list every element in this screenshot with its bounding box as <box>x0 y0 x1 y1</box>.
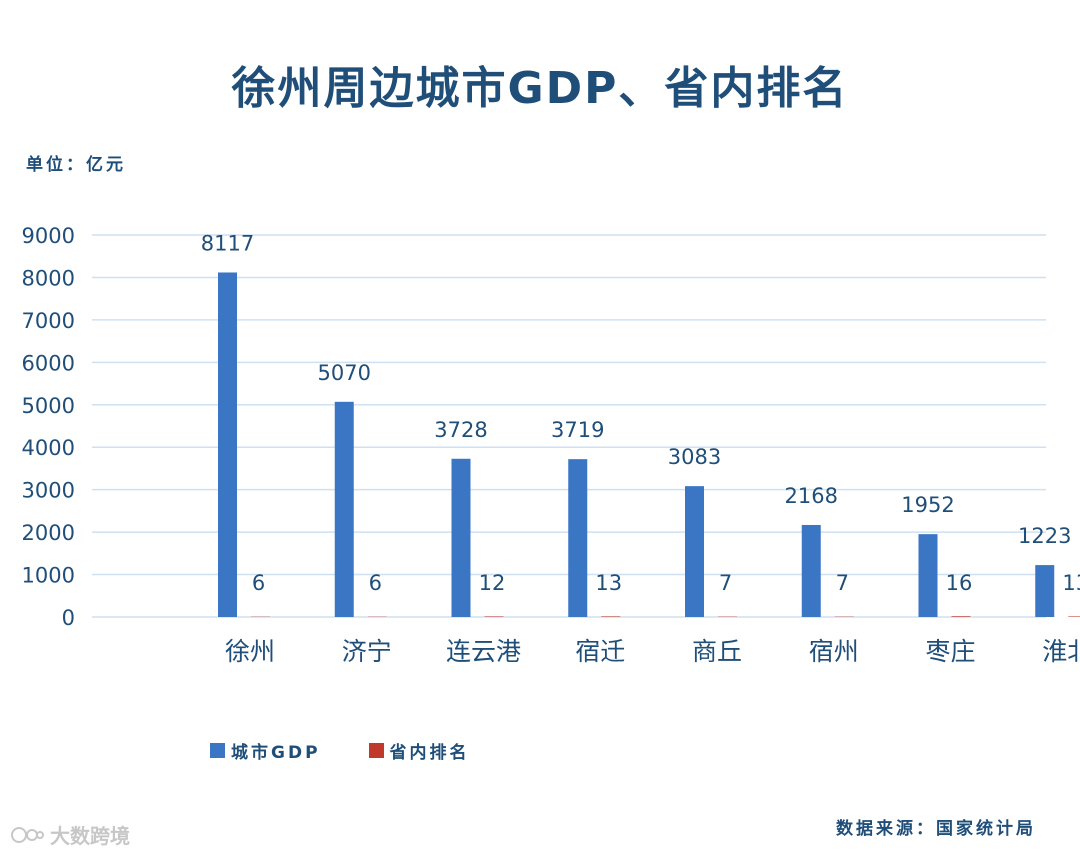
legend-label-rank: 省内排名 <box>389 742 470 763</box>
x-tick-label: 宿迁 <box>575 637 625 666</box>
y-tick-label: 7000 <box>22 309 75 333</box>
y-tick-label: 2000 <box>22 521 75 545</box>
gdp-data-label: 3083 <box>668 445 721 469</box>
gdp-bar <box>918 534 938 617</box>
legend-swatch-gdp <box>210 742 225 758</box>
gdp-bar <box>334 401 354 617</box>
watermark-text: 大数跨境 <box>50 824 130 848</box>
rank-data-label: 7 <box>836 571 849 595</box>
gdp-bar <box>218 272 237 617</box>
legend-item-gdp: 城市GDP <box>210 738 321 763</box>
legend-swatch-rank <box>368 742 384 758</box>
x-tick-label: 枣庄 <box>925 637 975 666</box>
legend: 城市GDP 省内排名 <box>210 738 470 763</box>
bar-chart: 0 1000 2000 3000 4000 5000 6000 7000 8000 9000 811… <box>22 224 1080 666</box>
gdp-bar <box>801 524 821 617</box>
rank-data-label: 6 <box>252 571 265 595</box>
gdp-bar <box>568 459 588 617</box>
watermark: 大数跨境 <box>10 820 130 849</box>
x-tick-label: 徐州 <box>225 637 275 666</box>
gdp-data-label: 2168 <box>785 484 838 508</box>
rank-data-label: 12 <box>479 571 506 595</box>
gdp-data-label: 1952 <box>901 493 954 517</box>
gdp-data-label: 8117 <box>201 231 254 255</box>
gdp-bar <box>1035 565 1055 617</box>
y-tick-label: 8000 <box>22 266 75 290</box>
rank-bar <box>1068 616 1080 617</box>
rank-bar <box>601 616 621 617</box>
y-tick-label: 3000 <box>22 479 75 503</box>
watermark-logo-icon <box>11 826 44 843</box>
gdp-data-label: 3719 <box>551 418 604 442</box>
gdp-bar <box>451 458 471 617</box>
y-tick-label: 9000 <box>22 224 75 248</box>
legend-label-gdp: 城市GDP <box>231 742 321 763</box>
y-tick-label: 5000 <box>22 394 75 418</box>
gdp-data-label: 1223 <box>1018 524 1071 548</box>
rank-data-label: 7 <box>719 571 732 595</box>
source-label: 数据来源：国家统计局 <box>836 819 1036 839</box>
gdp-bar <box>685 486 704 617</box>
y-tick-label: 4000 <box>22 436 75 460</box>
rank-data-label: 6 <box>369 571 382 595</box>
rank-data-label: 13 <box>1062 571 1080 595</box>
rank-bar <box>951 616 971 617</box>
y-tick-label: 0 <box>62 606 75 630</box>
x-tick-label: 连云港 <box>446 637 521 666</box>
y-tick-label: 1000 <box>22 564 75 588</box>
gdp-data-label: 3728 <box>434 418 487 442</box>
x-tick-label: 商丘 <box>692 637 742 666</box>
legend-item-rank: 省内排名 <box>368 738 470 763</box>
rank-data-label: 16 <box>946 571 973 595</box>
gdp-data-label: 5070 <box>318 361 371 385</box>
x-tick-label: 济宁 <box>342 637 392 666</box>
x-tick-label: 淮北 <box>1042 637 1080 666</box>
rank-bar <box>484 616 504 617</box>
rank-data-label: 13 <box>595 571 622 595</box>
unit-label: 单位：亿元 <box>26 155 126 175</box>
y-tick-label: 6000 <box>22 351 75 375</box>
x-tick-label: 宿州 <box>809 637 859 666</box>
chart-title: 徐州周边城市GDP、省内排名 <box>231 63 849 114</box>
